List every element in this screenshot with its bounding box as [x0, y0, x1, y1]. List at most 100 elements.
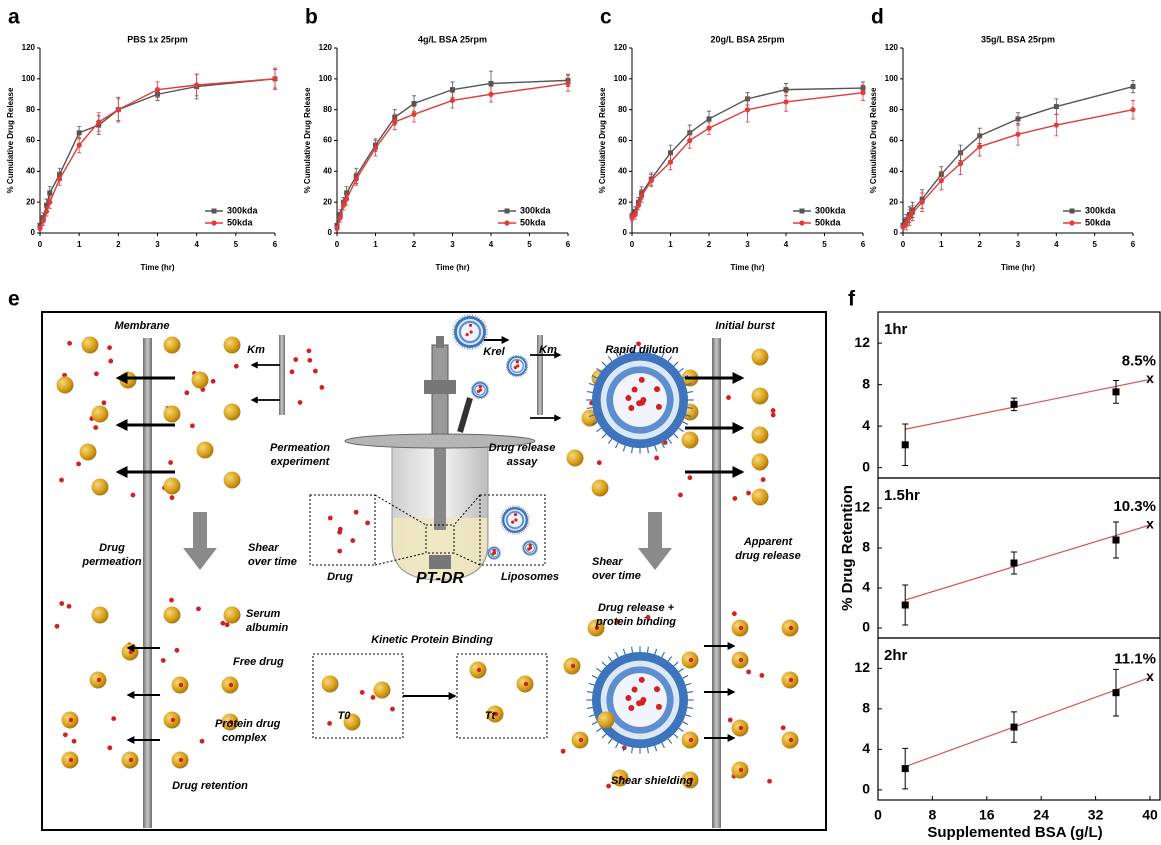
marker [155, 87, 160, 92]
marker [706, 126, 711, 131]
diagram-label: Drug [99, 542, 125, 554]
marker [334, 226, 339, 231]
prediction-marker: x [1146, 516, 1154, 532]
lipid-tail [509, 373, 510, 374]
diagram-label: over time [592, 570, 641, 582]
lipid-tail [486, 395, 487, 396]
legend-marker [1070, 209, 1075, 214]
y-tick-label: 40 [26, 166, 35, 175]
lipid-tail [602, 734, 606, 738]
marker [1130, 107, 1135, 112]
lipid-tail [655, 649, 657, 654]
x-tick-label: 4 [784, 240, 789, 249]
x-tick-label: 1 [668, 240, 673, 249]
panel-label: f [848, 288, 856, 311]
marker [1131, 84, 1136, 89]
marker [411, 112, 416, 117]
lipid-tail [686, 715, 691, 717]
marker [1011, 560, 1018, 567]
x-tick-label: 6 [273, 240, 278, 249]
marker [639, 193, 644, 198]
albumin [92, 607, 109, 624]
reactor-knob [436, 336, 444, 348]
marker [939, 178, 944, 183]
y-tick-label: 8 [862, 539, 870, 555]
lipid-tail [459, 318, 460, 320]
drug-dot [739, 658, 743, 662]
drug-dot [761, 477, 766, 482]
lipid-tail [592, 676, 597, 679]
marker [450, 87, 455, 92]
marker [902, 602, 909, 609]
legend-label: 300kda [520, 205, 552, 215]
marker [344, 196, 349, 201]
lipid-tail [616, 652, 619, 657]
drug-dot [72, 739, 77, 744]
marker [784, 87, 789, 92]
lipid-tail [462, 346, 463, 348]
drug-dot [771, 413, 776, 418]
lipid-tail [486, 396, 487, 397]
albumin [92, 479, 109, 496]
prediction-marker: x [1146, 668, 1154, 684]
lipid-tail [485, 337, 487, 338]
marker [1015, 132, 1020, 137]
drug-dot [220, 621, 225, 626]
drug-dot [466, 333, 469, 336]
drug-dot [76, 462, 81, 467]
x-tick-label: 6 [566, 240, 571, 249]
drug-dot [69, 718, 73, 722]
albumin [224, 472, 241, 489]
albumin [752, 427, 769, 444]
lipid-tail [521, 507, 522, 508]
lipid-tail [475, 315, 476, 317]
lipid-tail [524, 542, 525, 543]
diagram-label: Initial burst [715, 320, 776, 332]
x-axis-label: Time (hr) [435, 263, 469, 272]
albumin [752, 454, 769, 471]
drug-dot [689, 738, 693, 742]
lipid-tail [679, 368, 684, 371]
y-tick-label: 120 [885, 43, 899, 52]
lipid-tail [475, 347, 476, 349]
lipid-tail [668, 657, 671, 662]
x-tick-label: 5 [822, 240, 827, 249]
albumin [92, 406, 109, 423]
drug-dot [55, 624, 60, 629]
drug-dot [63, 732, 68, 737]
albumin [164, 607, 181, 624]
chart-title: 35g/L BSA 25rpm [981, 34, 1055, 44]
marker [37, 226, 42, 231]
drug-dot [200, 739, 205, 744]
y-axis-label: % Drug Retention [839, 485, 856, 611]
panel-title: 2hr [884, 647, 908, 664]
drug-dot [529, 543, 532, 546]
drug-dot [360, 690, 365, 695]
legend-label: 300kda [815, 205, 847, 215]
panel-label: d [871, 6, 884, 29]
legend-label: 50kda [815, 217, 842, 227]
chart-title: 20g/L BSA 25rpm [710, 34, 784, 44]
lipid-tail [674, 434, 678, 438]
lipid-tail [502, 513, 503, 514]
lipid-tail [525, 359, 526, 360]
albumin [224, 337, 241, 354]
drug-dot [225, 622, 230, 627]
drug-dot [307, 358, 312, 363]
marker [1054, 104, 1059, 109]
panel-label: a [8, 6, 20, 29]
lipid-tail [498, 548, 499, 549]
lipid-tail [679, 668, 684, 671]
lipid-tail [489, 548, 490, 549]
lipid-tail [473, 395, 474, 396]
lipid-tail [589, 683, 594, 685]
lipid-tail [508, 507, 509, 508]
drug-dot [636, 700, 642, 706]
drug-dot [579, 738, 583, 742]
lipid-tail [589, 715, 594, 717]
drug-dot [313, 369, 318, 374]
marker [1054, 122, 1059, 127]
lipid-tail [506, 531, 507, 532]
legend-label: 50kda [1085, 217, 1112, 227]
y-tick-label: 80 [618, 105, 627, 114]
